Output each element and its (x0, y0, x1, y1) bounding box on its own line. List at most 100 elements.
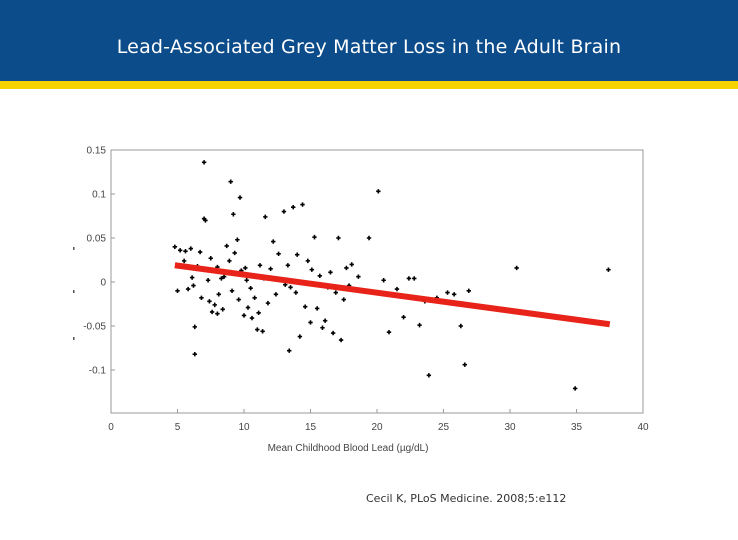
data-point (381, 278, 386, 283)
data-point (229, 288, 235, 293)
data-point (248, 285, 253, 291)
edge-mark (73, 247, 75, 250)
data-point (175, 288, 180, 293)
x-tick-label: 5 (175, 422, 181, 433)
data-point (172, 244, 178, 249)
data-point (417, 322, 422, 328)
y-tick-label: 0.05 (87, 234, 107, 245)
data-point (256, 310, 261, 315)
header-bar (0, 0, 738, 81)
data-point (317, 273, 323, 279)
data-point (192, 324, 197, 330)
data-point (219, 276, 224, 281)
data-point (257, 263, 263, 268)
data-point (241, 313, 247, 318)
data-point (341, 297, 346, 302)
data-point (191, 283, 196, 288)
data-point (308, 320, 313, 325)
data-point (466, 288, 471, 293)
data-point (197, 249, 203, 255)
data-point (462, 362, 467, 367)
data-point (199, 295, 204, 301)
data-point (220, 307, 225, 312)
data-point (291, 205, 296, 210)
data-point (273, 292, 279, 297)
data-point (285, 263, 291, 268)
data-point (287, 348, 292, 353)
x-tick-label: 35 (571, 422, 583, 433)
data-point (263, 214, 268, 220)
data-point (281, 209, 287, 214)
data-point (185, 286, 191, 292)
accent-stripe (0, 81, 738, 89)
data-point (265, 300, 271, 306)
data-point (181, 258, 187, 264)
x-tick-label: 20 (371, 422, 383, 433)
data-point (426, 373, 432, 378)
data-point (394, 286, 400, 292)
data-point (177, 248, 183, 253)
data-point (366, 235, 372, 241)
data-point (192, 351, 197, 357)
data-point (244, 278, 249, 283)
data-point (514, 265, 519, 271)
data-point (300, 202, 305, 207)
x-tick-label: 15 (305, 422, 317, 433)
data-point (293, 290, 299, 295)
y-tick-label: 0.1 (92, 190, 106, 201)
data-point (268, 266, 273, 271)
data-point (188, 246, 193, 251)
data-point (227, 258, 232, 264)
data-point (207, 299, 212, 304)
data-point (212, 302, 217, 308)
data-point (232, 250, 237, 256)
data-point (336, 235, 341, 241)
data-point (224, 243, 229, 249)
data-point (309, 267, 315, 272)
data-point (572, 386, 578, 391)
data-point (221, 274, 227, 279)
data-point (216, 292, 221, 297)
y-tick-label: 0 (100, 278, 106, 289)
y-tick-label: -0.05 (83, 322, 106, 333)
data-point (320, 325, 325, 330)
data-point (245, 305, 251, 310)
data-point (606, 267, 611, 272)
data-point (445, 290, 450, 295)
data-point (183, 249, 188, 254)
data-point (243, 265, 248, 271)
data-point (295, 252, 300, 257)
data-point (260, 329, 265, 334)
data-point (203, 218, 208, 223)
data-point (314, 306, 320, 311)
data-point (349, 262, 354, 267)
data-point (249, 315, 255, 321)
data-point (235, 237, 240, 242)
x-tick-label: 40 (637, 422, 649, 433)
data-point (302, 304, 308, 309)
data-point (330, 330, 336, 336)
regression-line (174, 262, 611, 328)
plot-frame (110, 149, 644, 414)
data-point (228, 179, 233, 184)
data-point (305, 258, 311, 264)
data-point (252, 295, 257, 301)
slide-title: Lead-Associated Grey Matter Loss in the … (116, 36, 622, 58)
data-point (401, 315, 406, 320)
data-point (271, 239, 276, 244)
data-point (451, 292, 457, 297)
data-point (322, 318, 328, 323)
axis-ticks: 0 5 10 15 20 25 30 35 40 0.15 0.1 0.05 0 -0.05 -0.1 (83, 146, 649, 434)
data-point (344, 265, 349, 271)
x-tick-label: 25 (438, 422, 450, 433)
data-point (231, 212, 236, 217)
data-point (412, 276, 417, 281)
data-point (237, 195, 243, 200)
data-point (236, 297, 241, 302)
data-point (189, 275, 195, 280)
data-point (376, 189, 381, 194)
x-tick-label: 0 (108, 422, 114, 433)
data-point (215, 311, 220, 316)
data-point (201, 160, 207, 165)
